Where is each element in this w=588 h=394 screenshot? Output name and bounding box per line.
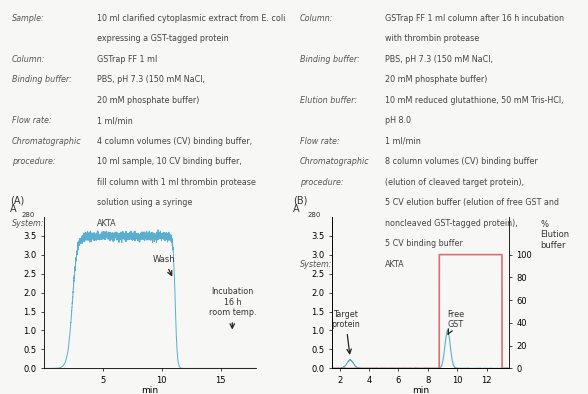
Text: System:: System:	[300, 260, 332, 269]
Text: 280: 280	[308, 212, 321, 218]
Text: procedure:: procedure:	[300, 178, 343, 187]
Text: Column:: Column:	[12, 55, 45, 64]
Text: 20 mM phosphate buffer): 20 mM phosphate buffer)	[385, 75, 487, 84]
Text: AKTA: AKTA	[385, 260, 405, 269]
Text: System:: System:	[12, 219, 44, 228]
Text: Chromatographic: Chromatographic	[12, 137, 81, 146]
Text: Wash: Wash	[153, 255, 175, 275]
Text: 20 mM phosphate buffer): 20 mM phosphate buffer)	[97, 96, 199, 105]
Text: noncleaved GST-tagged protein),: noncleaved GST-tagged protein),	[385, 219, 518, 228]
Text: Binding buffer:: Binding buffer:	[300, 55, 360, 64]
Text: solution using a syringe: solution using a syringe	[97, 198, 192, 207]
Text: 10 mM reduced glutathione, 50 mM Tris-HCl,: 10 mM reduced glutathione, 50 mM Tris-HC…	[385, 96, 564, 105]
Text: (elution of cleaved target protein),: (elution of cleaved target protein),	[385, 178, 524, 187]
X-axis label: min: min	[412, 387, 429, 394]
Text: 5 CV elution buffer (elution of free GST and: 5 CV elution buffer (elution of free GST…	[385, 198, 559, 207]
Text: Target
protein: Target protein	[331, 310, 360, 354]
Text: expressing a GST-tagged protein: expressing a GST-tagged protein	[97, 34, 229, 43]
X-axis label: min: min	[141, 387, 159, 394]
Y-axis label: %
Elution
buffer: % Elution buffer	[540, 220, 570, 249]
Text: procedure:: procedure:	[12, 157, 55, 166]
Text: PBS, pH 7.3 (150 mM NaCl,: PBS, pH 7.3 (150 mM NaCl,	[97, 75, 205, 84]
Text: 4 column volumes (CV) binding buffer,: 4 column volumes (CV) binding buffer,	[97, 137, 252, 146]
Text: Chromatographic: Chromatographic	[300, 157, 369, 166]
Text: Sample:: Sample:	[12, 14, 45, 23]
Text: A: A	[293, 204, 300, 214]
Text: A: A	[10, 204, 17, 214]
Text: 5 CV binding buffer: 5 CV binding buffer	[385, 239, 463, 248]
Text: with thrombin protease: with thrombin protease	[385, 34, 479, 43]
Text: pH 8.0: pH 8.0	[385, 116, 411, 125]
Text: Column:: Column:	[300, 14, 333, 23]
Text: 1 ml/min: 1 ml/min	[97, 116, 133, 125]
Text: AKTA: AKTA	[97, 219, 116, 228]
Text: Incubation
16 h
room temp.: Incubation 16 h room temp.	[209, 287, 256, 328]
Text: fill column with 1 ml thrombin protease: fill column with 1 ml thrombin protease	[97, 178, 256, 187]
Text: GSTrap FF 1 ml column after 16 h incubation: GSTrap FF 1 ml column after 16 h incubat…	[385, 14, 564, 23]
Text: (B): (B)	[293, 195, 308, 205]
Text: (A): (A)	[10, 195, 25, 205]
Text: Free
GST: Free GST	[447, 310, 465, 335]
Text: Binding buffer:: Binding buffer:	[12, 75, 72, 84]
Text: 1 ml/min: 1 ml/min	[385, 137, 421, 146]
Text: 280: 280	[22, 212, 35, 218]
Text: Flow rate:: Flow rate:	[300, 137, 339, 146]
Text: Elution buffer:: Elution buffer:	[300, 96, 357, 105]
Text: Flow rate:: Flow rate:	[12, 116, 51, 125]
Text: 10 ml sample, 10 CV binding buffer,: 10 ml sample, 10 CV binding buffer,	[97, 157, 242, 166]
Text: 8 column volumes (CV) binding buffer: 8 column volumes (CV) binding buffer	[385, 157, 538, 166]
Text: GSTrap FF 1 ml: GSTrap FF 1 ml	[97, 55, 157, 64]
Text: 10 ml clarified cytoplasmic extract from E. coli: 10 ml clarified cytoplasmic extract from…	[97, 14, 285, 23]
Text: PBS, pH 7.3 (150 mM NaCl,: PBS, pH 7.3 (150 mM NaCl,	[385, 55, 493, 64]
